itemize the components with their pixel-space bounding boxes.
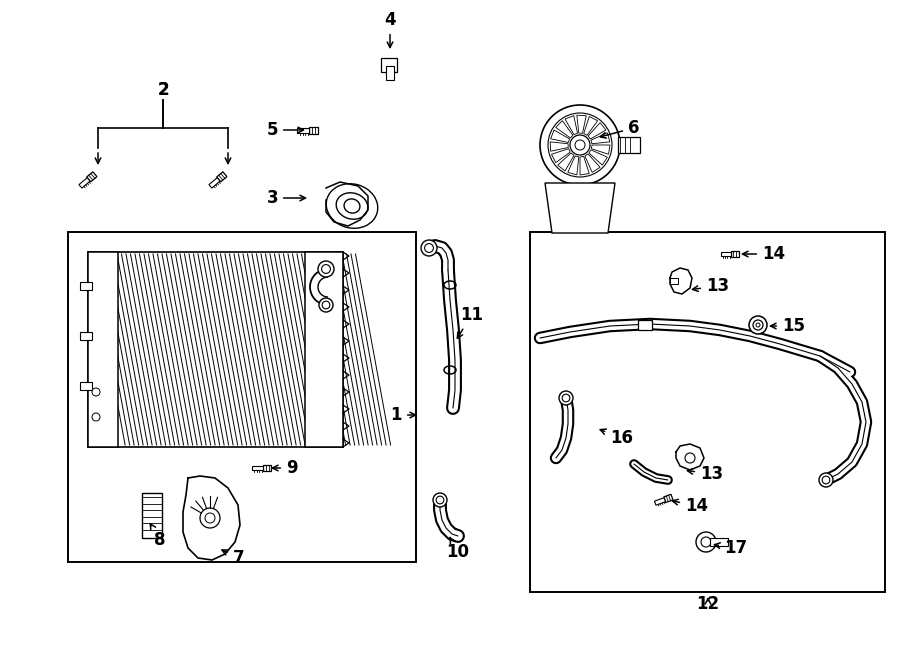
Circle shape	[436, 496, 444, 504]
Circle shape	[562, 394, 570, 402]
Bar	[309, 126, 318, 134]
Text: 14: 14	[742, 245, 785, 263]
Circle shape	[685, 453, 695, 463]
Circle shape	[425, 244, 434, 253]
Circle shape	[540, 105, 620, 185]
Polygon shape	[577, 115, 586, 134]
Polygon shape	[585, 154, 600, 173]
Circle shape	[756, 323, 760, 327]
Bar	[263, 465, 272, 471]
Polygon shape	[591, 145, 610, 154]
Bar	[88, 252, 118, 447]
Circle shape	[823, 476, 830, 484]
Text: 10: 10	[446, 537, 470, 561]
Text: 5: 5	[266, 121, 303, 139]
Polygon shape	[589, 150, 608, 165]
Text: 3: 3	[266, 189, 305, 207]
Polygon shape	[591, 133, 610, 143]
Bar	[251, 465, 263, 471]
Circle shape	[322, 301, 330, 309]
Bar	[381, 58, 397, 72]
Polygon shape	[545, 183, 615, 233]
Bar	[88, 252, 343, 447]
Text: 13: 13	[688, 465, 723, 483]
Circle shape	[575, 140, 585, 150]
Circle shape	[433, 493, 447, 507]
Text: 16: 16	[600, 429, 633, 447]
Polygon shape	[565, 116, 578, 135]
Text: 9: 9	[273, 459, 298, 477]
Polygon shape	[550, 142, 568, 151]
Polygon shape	[588, 123, 606, 139]
Polygon shape	[558, 153, 574, 171]
Circle shape	[92, 388, 100, 396]
Circle shape	[92, 413, 100, 421]
Bar	[86, 172, 97, 182]
Polygon shape	[568, 156, 579, 175]
Circle shape	[819, 473, 833, 487]
Text: 12: 12	[697, 595, 720, 613]
Text: 2: 2	[158, 81, 169, 99]
Circle shape	[321, 264, 330, 274]
Polygon shape	[552, 149, 571, 163]
Circle shape	[559, 391, 573, 405]
Circle shape	[318, 261, 334, 277]
Bar	[386, 66, 394, 80]
Text: 15: 15	[770, 317, 805, 335]
Text: 11: 11	[457, 306, 483, 338]
Bar	[530, 232, 885, 592]
Circle shape	[753, 320, 763, 330]
Circle shape	[200, 508, 220, 528]
Circle shape	[319, 298, 333, 312]
Circle shape	[696, 532, 716, 552]
Bar	[80, 282, 92, 290]
Bar	[79, 178, 90, 188]
Bar	[638, 320, 652, 330]
Polygon shape	[580, 157, 590, 175]
Circle shape	[205, 513, 215, 523]
Bar	[209, 178, 220, 188]
Bar	[721, 252, 731, 256]
Bar	[80, 332, 92, 340]
Text: 6: 6	[600, 119, 640, 138]
Bar	[297, 128, 309, 132]
Circle shape	[570, 135, 590, 155]
Text: 2: 2	[158, 81, 169, 99]
Bar	[305, 252, 343, 447]
Polygon shape	[551, 130, 570, 143]
Bar	[664, 494, 673, 502]
Text: 17: 17	[715, 539, 747, 557]
Bar	[217, 172, 227, 182]
Polygon shape	[584, 116, 598, 136]
Text: 7: 7	[222, 549, 244, 567]
Bar	[710, 538, 728, 546]
Text: 13: 13	[692, 277, 729, 295]
Bar	[80, 382, 92, 390]
Text: 8: 8	[150, 524, 166, 549]
Text: 1: 1	[391, 406, 416, 424]
Circle shape	[701, 537, 711, 547]
Circle shape	[421, 240, 437, 256]
Text: 4: 4	[384, 11, 396, 48]
Bar	[670, 278, 678, 284]
Bar	[654, 498, 665, 505]
Bar	[142, 493, 162, 538]
Circle shape	[749, 316, 767, 334]
Polygon shape	[555, 121, 573, 138]
Circle shape	[548, 113, 612, 177]
Bar	[731, 251, 739, 257]
Text: 14: 14	[672, 497, 708, 515]
Bar	[68, 232, 416, 562]
Bar	[618, 137, 640, 153]
